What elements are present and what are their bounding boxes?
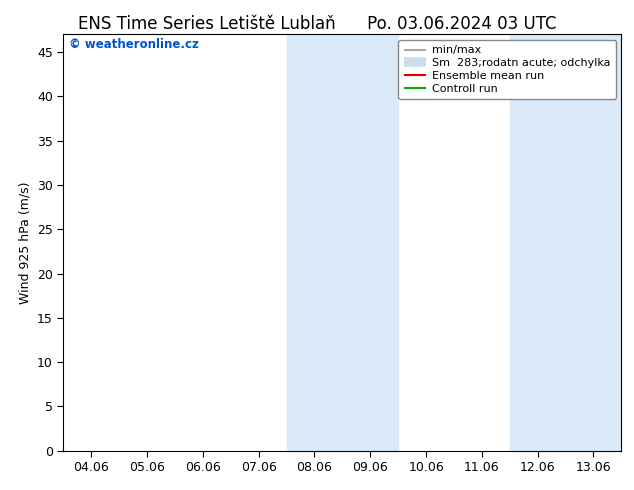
Y-axis label: Wind 925 hPa (m/s): Wind 925 hPa (m/s) xyxy=(18,181,32,304)
Text: ENS Time Series Letiště Lublaň      Po. 03.06.2024 03 UTC: ENS Time Series Letiště Lublaň Po. 03.06… xyxy=(78,15,556,33)
Text: © weatheronline.cz: © weatheronline.cz xyxy=(69,38,199,51)
Bar xyxy=(287,34,398,451)
Bar xyxy=(510,34,621,451)
Legend: min/max, Sm  283;rodatn acute; odchylka, Ensemble mean run, Controll run: min/max, Sm 283;rodatn acute; odchylka, … xyxy=(398,40,616,99)
